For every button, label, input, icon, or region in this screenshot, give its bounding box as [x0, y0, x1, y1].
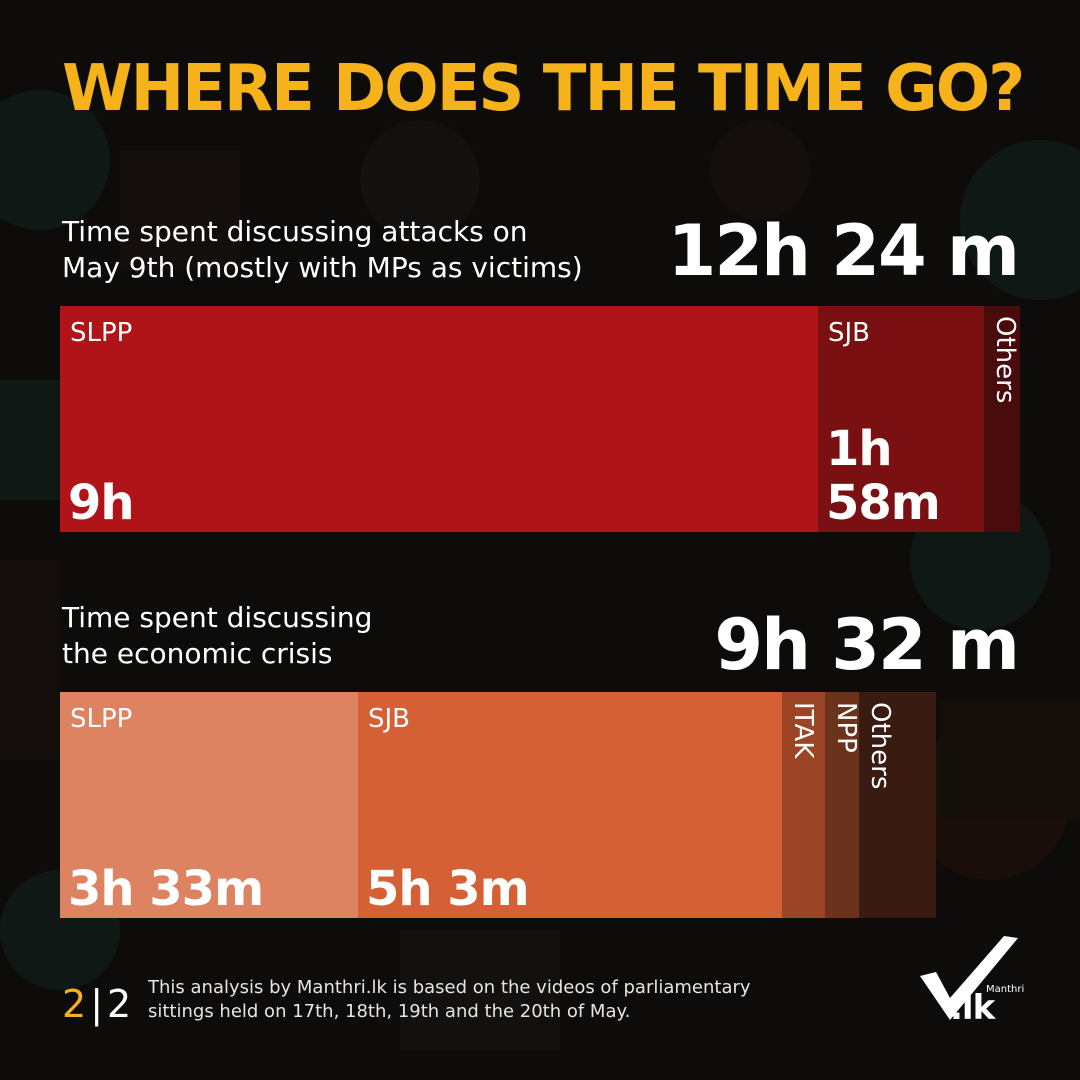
segment-value-sjb: 5h 3m [366, 861, 530, 917]
chart2-stacked-bar: SLPP 3h 33m SJB 5h 3m ITAK NPP Others [60, 692, 936, 918]
chart2-total: 9h 32 m [714, 604, 1020, 686]
chart2-title: Time spent discussing the economic crisi… [62, 601, 373, 670]
segment-label-itak: ITAK [788, 702, 818, 759]
segment-value-sjb: 1h 58m [826, 421, 941, 531]
segment-label-others: Others [865, 702, 895, 790]
footer-note: This analysis by Manthri.lk is based on … [148, 977, 751, 1022]
bar-segment-slpp: SLPP 3h 33m [60, 692, 358, 918]
bar-segment-itak: ITAK [782, 692, 825, 918]
page-current: 2 [62, 982, 87, 1026]
bar-segment-slpp: SLPP 9h [60, 306, 818, 532]
segment-value-slpp: 9h [68, 475, 135, 531]
bar-segment-npp: NPP [825, 692, 859, 918]
bar-segment-sjb: SJB 5h 3m [358, 692, 782, 918]
bar-segment-sjb: SJB 1h 58m [818, 306, 984, 532]
segment-label-sjb: SJB [828, 318, 871, 348]
segment-label-others: Others [990, 316, 1020, 404]
page-title: WHERE DOES THE TIME GO? [62, 52, 1025, 126]
page-total: 2 [107, 982, 132, 1026]
segment-label-slpp: SLPP [70, 318, 133, 348]
chart1-title: Time spent discussing attacks on May 9th… [62, 215, 583, 284]
bar-segment-others: Others [859, 692, 936, 918]
checkmark-logo-icon [920, 936, 1018, 1020]
segment-label-slpp: SLPP [70, 704, 133, 734]
page-separator: | [90, 982, 103, 1026]
logo-brand: Manthri [986, 984, 1025, 995]
segment-value-slpp: 3h 33m [68, 861, 264, 917]
bar-segment-others: Others [984, 306, 1020, 532]
chart1-stacked-bar: SLPP 9h SJB 1h 58m Others [60, 306, 1020, 532]
segment-label-sjb: SJB [368, 704, 411, 734]
page-indicator: 2 | 2 [62, 982, 131, 1026]
chart1-total: 12h 24 m [667, 210, 1020, 292]
segment-label-npp: NPP [831, 702, 859, 753]
logo-text: .lk [950, 988, 995, 1028]
